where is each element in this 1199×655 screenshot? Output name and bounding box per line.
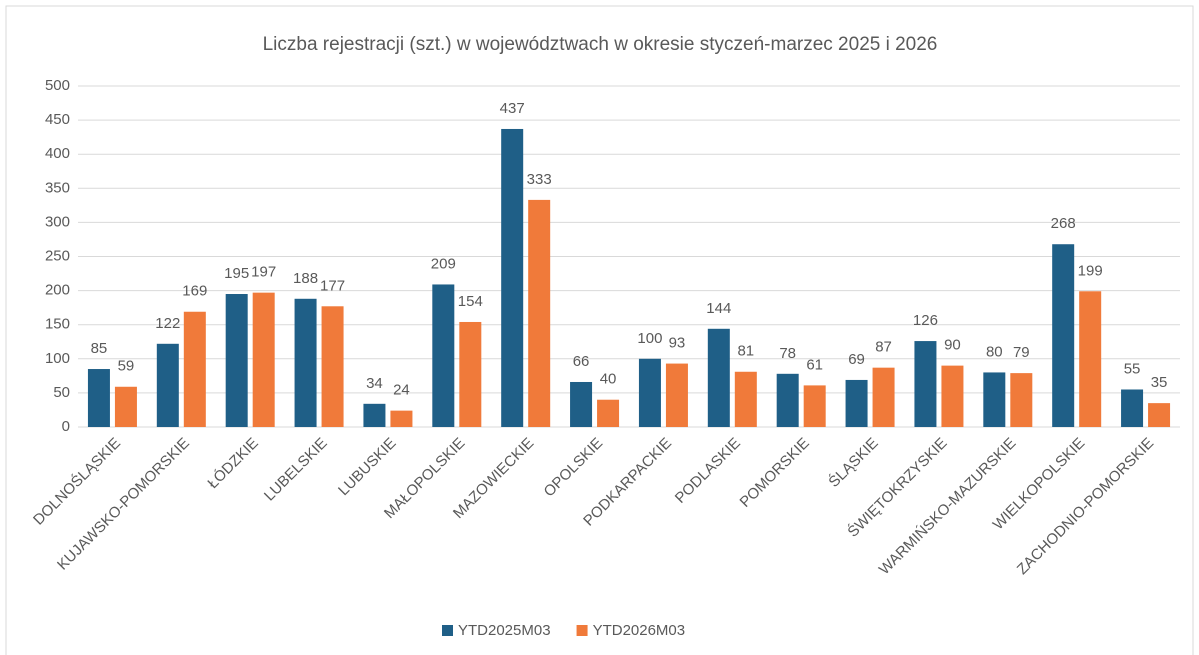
y-tick-label: 50 <box>53 384 70 401</box>
data-label: 437 <box>500 100 525 117</box>
legend-swatch <box>442 625 453 636</box>
y-tick-label: 250 <box>45 247 70 264</box>
data-label: 55 <box>1124 360 1141 377</box>
data-label: 144 <box>706 300 731 317</box>
y-tick-label: 450 <box>45 111 70 128</box>
bar <box>734 371 757 427</box>
bar <box>1079 291 1102 427</box>
bar <box>225 294 248 427</box>
bar <box>1010 373 1033 427</box>
data-label: 188 <box>293 270 318 287</box>
data-label: 66 <box>573 353 590 370</box>
data-label: 177 <box>320 277 345 294</box>
bar <box>983 372 1006 427</box>
y-tick-label: 350 <box>45 179 70 196</box>
data-label: 195 <box>224 265 249 282</box>
bar <box>570 381 593 427</box>
legend-swatch <box>576 625 588 636</box>
bar <box>845 379 868 427</box>
bar <box>294 298 317 427</box>
data-label: 40 <box>600 371 617 388</box>
bar <box>183 311 206 427</box>
data-label: 85 <box>91 340 108 357</box>
data-label: 209 <box>431 255 456 272</box>
data-label: 122 <box>155 315 180 332</box>
data-label: 197 <box>251 264 276 281</box>
data-label: 169 <box>182 283 207 300</box>
bar <box>665 363 688 427</box>
legend-label: YTD2026M03 <box>593 622 686 639</box>
bar <box>501 128 524 427</box>
bar <box>252 292 275 427</box>
data-label: 100 <box>637 330 662 347</box>
bar <box>390 410 413 427</box>
data-label: 90 <box>944 337 961 354</box>
data-label: 93 <box>669 335 686 352</box>
data-label: 154 <box>458 293 483 310</box>
bar <box>707 328 730 427</box>
data-label: 69 <box>848 351 865 368</box>
data-label: 268 <box>1051 215 1076 232</box>
bar <box>872 367 895 427</box>
bar <box>638 358 661 427</box>
data-label: 79 <box>1013 344 1030 361</box>
legend-label: YTD2025M03 <box>458 622 551 639</box>
data-label: 35 <box>1151 374 1168 391</box>
bar <box>776 373 799 427</box>
bar <box>114 386 137 427</box>
data-label: 81 <box>737 343 754 360</box>
data-label: 126 <box>913 312 938 329</box>
data-label: 78 <box>779 345 796 362</box>
bar <box>1052 244 1075 427</box>
bar <box>803 385 826 427</box>
y-tick-label: 200 <box>45 282 70 299</box>
y-tick-label: 500 <box>45 77 70 94</box>
y-tick-label: 100 <box>45 350 70 367</box>
y-tick-label: 300 <box>45 213 70 230</box>
y-tick-label: 150 <box>45 316 70 333</box>
bar <box>363 403 386 427</box>
data-label: 24 <box>393 382 410 399</box>
data-label: 87 <box>875 339 892 356</box>
data-label: 80 <box>986 343 1003 360</box>
bar <box>1148 403 1171 427</box>
bar <box>432 284 455 427</box>
data-label: 61 <box>806 356 823 373</box>
bar <box>156 343 179 427</box>
bar <box>528 199 551 427</box>
bar <box>87 369 110 427</box>
data-label: 59 <box>118 358 135 375</box>
y-tick-label: 0 <box>62 418 70 435</box>
data-label: 333 <box>527 171 552 188</box>
bar <box>914 341 937 427</box>
data-label: 34 <box>366 375 383 392</box>
chart-title: Liczba rejestracji (szt.) w województwac… <box>263 34 938 55</box>
bar <box>459 321 482 427</box>
bar <box>1121 389 1144 427</box>
data-label: 199 <box>1078 262 1103 279</box>
bar <box>597 399 620 427</box>
bar <box>941 365 964 427</box>
bar <box>321 306 344 427</box>
y-tick-label: 400 <box>45 145 70 162</box>
